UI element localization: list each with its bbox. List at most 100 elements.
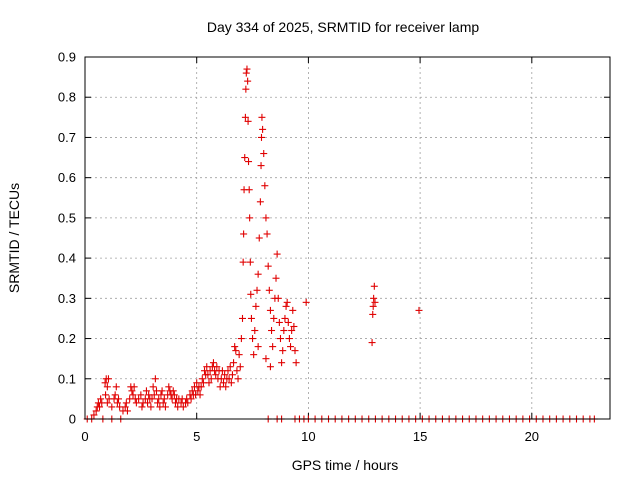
data-point: [103, 383, 111, 391]
data-point: [247, 290, 255, 298]
x-tick-label: 15: [413, 429, 427, 444]
data-point: [225, 375, 233, 383]
data-point: [415, 306, 423, 314]
x-tick-label: 5: [193, 429, 200, 444]
data-point: [158, 387, 166, 395]
data-point: [233, 367, 241, 375]
data-point: [266, 363, 274, 371]
data-point: [207, 375, 215, 383]
data-point: [226, 363, 234, 371]
y-tick-label: 0.9: [58, 50, 76, 65]
data-point: [370, 282, 378, 290]
data-point: [224, 367, 232, 375]
data-point: [196, 391, 204, 399]
data-point: [160, 395, 168, 403]
data-point: [287, 343, 295, 351]
axis-ticks: 0 0.1 0.2 0.3 0.4 0.5 0.6 0.7 0.8 0.9 0 5 10 15 20: [58, 50, 610, 444]
data-point: [235, 351, 243, 359]
data-point: [121, 403, 129, 411]
data-point: [147, 403, 155, 411]
data-point: [246, 258, 254, 266]
data-point: [132, 399, 140, 407]
data-point: [261, 182, 269, 190]
data-point: [150, 391, 158, 399]
data-point: [169, 387, 177, 395]
data-point: [268, 327, 276, 335]
data-point: [245, 158, 253, 166]
y-tick-label: 0.5: [58, 210, 76, 225]
data-point: [92, 407, 100, 415]
data-point: [239, 314, 246, 322]
data-point: [108, 403, 116, 411]
data-point: [112, 383, 120, 391]
y-axis-label: SRMTID / TECUs: [6, 183, 22, 293]
data-point: [204, 371, 212, 379]
data-point: [205, 379, 213, 387]
data-point: [144, 399, 152, 407]
data-point: [253, 286, 261, 294]
data-point: [213, 363, 221, 371]
data-point: [123, 407, 131, 415]
y-tick-label: 0.6: [58, 170, 76, 185]
data-point: [249, 335, 257, 343]
data-point: [187, 395, 195, 403]
data-point: [151, 375, 159, 383]
data-point: [266, 306, 274, 314]
data-point: [101, 379, 109, 387]
data-point: [241, 154, 249, 162]
chart-title: Day 334 of 2025, SRMTID for receiver lam…: [207, 19, 480, 35]
data-point: [260, 150, 268, 158]
data-point: [138, 403, 146, 411]
data-point: [302, 298, 310, 306]
data-point: [129, 391, 137, 399]
y-tick-label: 0.3: [58, 291, 76, 306]
data-point: [257, 162, 265, 170]
data-point: [368, 339, 376, 347]
data-point: [254, 343, 262, 351]
data-point: [231, 343, 239, 351]
data-points: [83, 65, 598, 423]
data-point: [193, 379, 201, 387]
data-point: [262, 214, 270, 222]
data-point: [264, 262, 272, 270]
data-point: [170, 391, 178, 399]
data-point: [279, 347, 287, 355]
y-tick-label: 0.2: [58, 331, 76, 346]
data-point: [369, 302, 377, 310]
data-point: [236, 363, 244, 371]
data-point: [198, 375, 206, 383]
data-point: [239, 258, 247, 266]
data-point: [179, 403, 187, 411]
data-point: [221, 371, 229, 379]
x-tick-label: 20: [525, 429, 539, 444]
data-point: [284, 318, 292, 326]
data-point: [246, 214, 254, 222]
data-point: [128, 387, 136, 395]
data-point: [137, 391, 145, 399]
data-point: [115, 395, 123, 403]
data-point: [245, 186, 253, 194]
data-point: [194, 387, 202, 395]
data-point: [165, 383, 173, 391]
data-point: [241, 113, 249, 121]
y-tick-label: 0.7: [58, 130, 76, 145]
data-point: [371, 298, 379, 306]
data-point: [222, 383, 230, 391]
data-point: [148, 395, 156, 403]
plot-frame: [84, 56, 611, 420]
data-point: [256, 198, 264, 206]
data-point: [220, 379, 228, 387]
y-tick-label: 0: [69, 412, 76, 427]
data-point: [276, 335, 284, 343]
data-point: [275, 318, 283, 326]
data-point: [113, 399, 121, 407]
data-point: [184, 399, 192, 407]
data-point: [291, 347, 299, 355]
data-point: [96, 403, 104, 411]
data-point: [263, 230, 271, 238]
data-point: [252, 302, 260, 310]
data-point: [142, 387, 150, 395]
data-point: [262, 355, 270, 363]
x-tick-label: 10: [301, 429, 315, 444]
